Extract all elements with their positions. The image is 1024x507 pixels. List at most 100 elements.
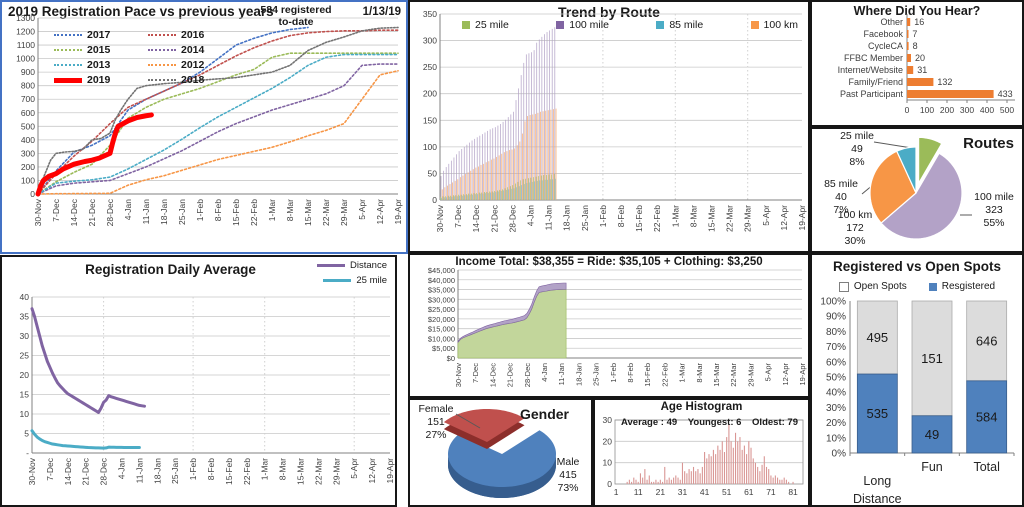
daily-average-panel[interactable]: Registration Daily Average - 5 10 15 20 25 30 3… xyxy=(0,255,397,507)
svg-text:12-Apr: 12-Apr xyxy=(375,199,385,225)
svg-text:18-Jan: 18-Jan xyxy=(574,363,583,386)
legend-label: 100 km xyxy=(763,19,798,31)
line-25-mile-swatch xyxy=(323,279,352,282)
age-histogram-panel[interactable]: Age Histogram 0 10 20 30 1 11 21 31 41 51 61 71 81 A… xyxy=(593,398,810,507)
svg-text:15: 15 xyxy=(20,390,30,400)
age-histogram-title: Age Histogram xyxy=(660,401,743,413)
age-average: Average : 49 xyxy=(621,417,678,428)
svg-text:29-Mar: 29-Mar xyxy=(746,363,755,387)
svg-text:20: 20 xyxy=(915,53,925,63)
svg-text:-: - xyxy=(26,448,29,458)
svg-text:28-Dec: 28-Dec xyxy=(105,198,115,226)
svg-text:433: 433 xyxy=(998,89,1013,99)
pace-legend: 2017 2016 2015 2014 2013 2012 2019 2018 xyxy=(54,29,242,86)
svg-text:100: 100 xyxy=(423,142,437,152)
svg-text:$45,000: $45,000 xyxy=(428,266,455,275)
pace-title: 2019 Registration Pace vs previous years xyxy=(8,4,274,19)
legend-item-2012: 2012 xyxy=(148,59,242,71)
svg-text:19-Apr: 19-Apr xyxy=(393,199,403,225)
age-oldest: Oldest: 79 xyxy=(752,417,798,428)
svg-text:100: 100 xyxy=(920,105,934,115)
line-2014-swatch xyxy=(148,49,176,51)
svg-text:CycleCA: CycleCA xyxy=(868,41,903,51)
svg-text:18-Jan: 18-Jan xyxy=(562,205,572,231)
svg-text:350: 350 xyxy=(423,9,437,19)
slice-label: Male xyxy=(556,456,580,468)
svg-text:300: 300 xyxy=(960,105,974,115)
income-chart: $0$5,000$10,000$15,000$20,000$25,000$30,… xyxy=(428,266,807,387)
legend-item-distance: Distance xyxy=(317,260,387,271)
svg-text:11-Jan: 11-Jan xyxy=(141,199,151,225)
svg-text:90%: 90% xyxy=(826,312,846,323)
income-panel[interactable]: Income Total: $38,355 = Ride: $35,105 + … xyxy=(408,253,810,398)
routes-pie-chart xyxy=(861,136,972,240)
slice-pct: 8% xyxy=(849,156,865,168)
svg-text:Facebook: Facebook xyxy=(863,29,903,39)
svg-text:10: 10 xyxy=(20,409,30,419)
svg-text:40%: 40% xyxy=(826,388,846,399)
routes-label-25-mile: 25 mile 49 8% xyxy=(826,130,888,169)
svg-text:5-Apr: 5-Apr xyxy=(764,363,773,382)
registered-vs-open-panel[interactable]: Registered vs Open Spots Open Spots Resg… xyxy=(810,253,1024,507)
legend-item-open-spots: Open Spots xyxy=(838,281,907,292)
svg-text:1-Mar: 1-Mar xyxy=(670,205,680,227)
svg-text:584: 584 xyxy=(976,409,998,424)
svg-text:4-Jan: 4-Jan xyxy=(123,199,133,221)
slice-value: 49 xyxy=(851,143,863,155)
svg-text:$40,000: $40,000 xyxy=(428,276,455,285)
routes-panel[interactable]: Routes 25 mile 49 8% 85 mile 40 7% 100 k… xyxy=(810,127,1024,253)
routes-label-85-mile: 85 mile 40 7% xyxy=(812,178,870,217)
trend-by-route-panel[interactable]: Trend by Route 0 50 100 150 200 250 300 350 30-N… xyxy=(408,0,810,253)
legend-item-25-mile: 25 mile xyxy=(317,275,387,286)
svg-text:28-Dec: 28-Dec xyxy=(507,204,517,232)
svg-text:7-Dec: 7-Dec xyxy=(51,198,61,221)
svg-text:$10,000: $10,000 xyxy=(428,334,455,343)
svg-text:30-Nov: 30-Nov xyxy=(33,198,43,226)
svg-text:25-Jan: 25-Jan xyxy=(177,199,187,225)
legend-item-2016: 2016 xyxy=(148,29,242,41)
svg-text:4-Jan: 4-Jan xyxy=(117,458,127,480)
slice-value: 323 xyxy=(985,204,1003,216)
legend-label: 2018 xyxy=(181,74,205,86)
svg-text:29-Mar: 29-Mar xyxy=(743,205,753,232)
svg-text:7-Dec: 7-Dec xyxy=(471,363,480,383)
legend-label: 2019 xyxy=(87,74,111,86)
slice-label: 100 mile xyxy=(974,191,1014,203)
svg-text:81: 81 xyxy=(788,487,798,497)
svg-text:1-Feb: 1-Feb xyxy=(598,205,608,227)
svg-text:FFBC Member: FFBC Member xyxy=(844,53,903,63)
svg-text:7: 7 xyxy=(912,29,917,39)
routes-label-100-mile: 100 mile 323 55% xyxy=(968,191,1020,230)
svg-text:100%: 100% xyxy=(820,297,846,308)
svg-text:495: 495 xyxy=(866,330,888,345)
slice-pct: 30% xyxy=(844,235,866,247)
svg-text:30-Nov: 30-Nov xyxy=(454,363,463,387)
svg-text:300: 300 xyxy=(423,36,437,46)
svg-text:200: 200 xyxy=(940,105,954,115)
svg-text:14-Dec: 14-Dec xyxy=(488,363,497,387)
svg-text:11-Jan: 11-Jan xyxy=(557,363,566,385)
svg-text:30: 30 xyxy=(603,415,613,425)
line-distance-swatch xyxy=(317,264,346,267)
svg-text:Long: Long xyxy=(863,474,891,488)
where-did-you-hear-panel[interactable]: Where Did You Hear? 0 100 200 300 400 500 Othe… xyxy=(810,0,1024,127)
gender-panel[interactable]: Gender Female 151 27% Male 415 73% xyxy=(408,398,593,507)
svg-text:35: 35 xyxy=(20,312,30,322)
svg-text:21-Dec: 21-Dec xyxy=(506,363,515,387)
registered-to-date-note: 584 registered to-date xyxy=(240,4,352,28)
svg-text:$35,000: $35,000 xyxy=(428,286,455,295)
svg-text:1-Feb: 1-Feb xyxy=(195,199,205,221)
legend-label: 2014 xyxy=(181,44,205,56)
slice-pct: 55% xyxy=(983,217,1005,229)
svg-text:8: 8 xyxy=(913,41,918,51)
svg-text:Past Participant: Past Participant xyxy=(840,89,904,99)
svg-text:29-Mar: 29-Mar xyxy=(331,458,341,485)
slice-value: 40 xyxy=(835,191,847,203)
line-2012-swatch xyxy=(148,64,176,66)
gender-label-male: Male 415 73% xyxy=(547,456,589,495)
legend-item-100-km: 100 km xyxy=(750,19,798,31)
slice-value: 151 xyxy=(427,416,445,428)
registration-pace-panel[interactable]: 2019 Registration Pace vs previous years… xyxy=(0,0,408,254)
svg-text:22-Mar: 22-Mar xyxy=(321,199,331,226)
